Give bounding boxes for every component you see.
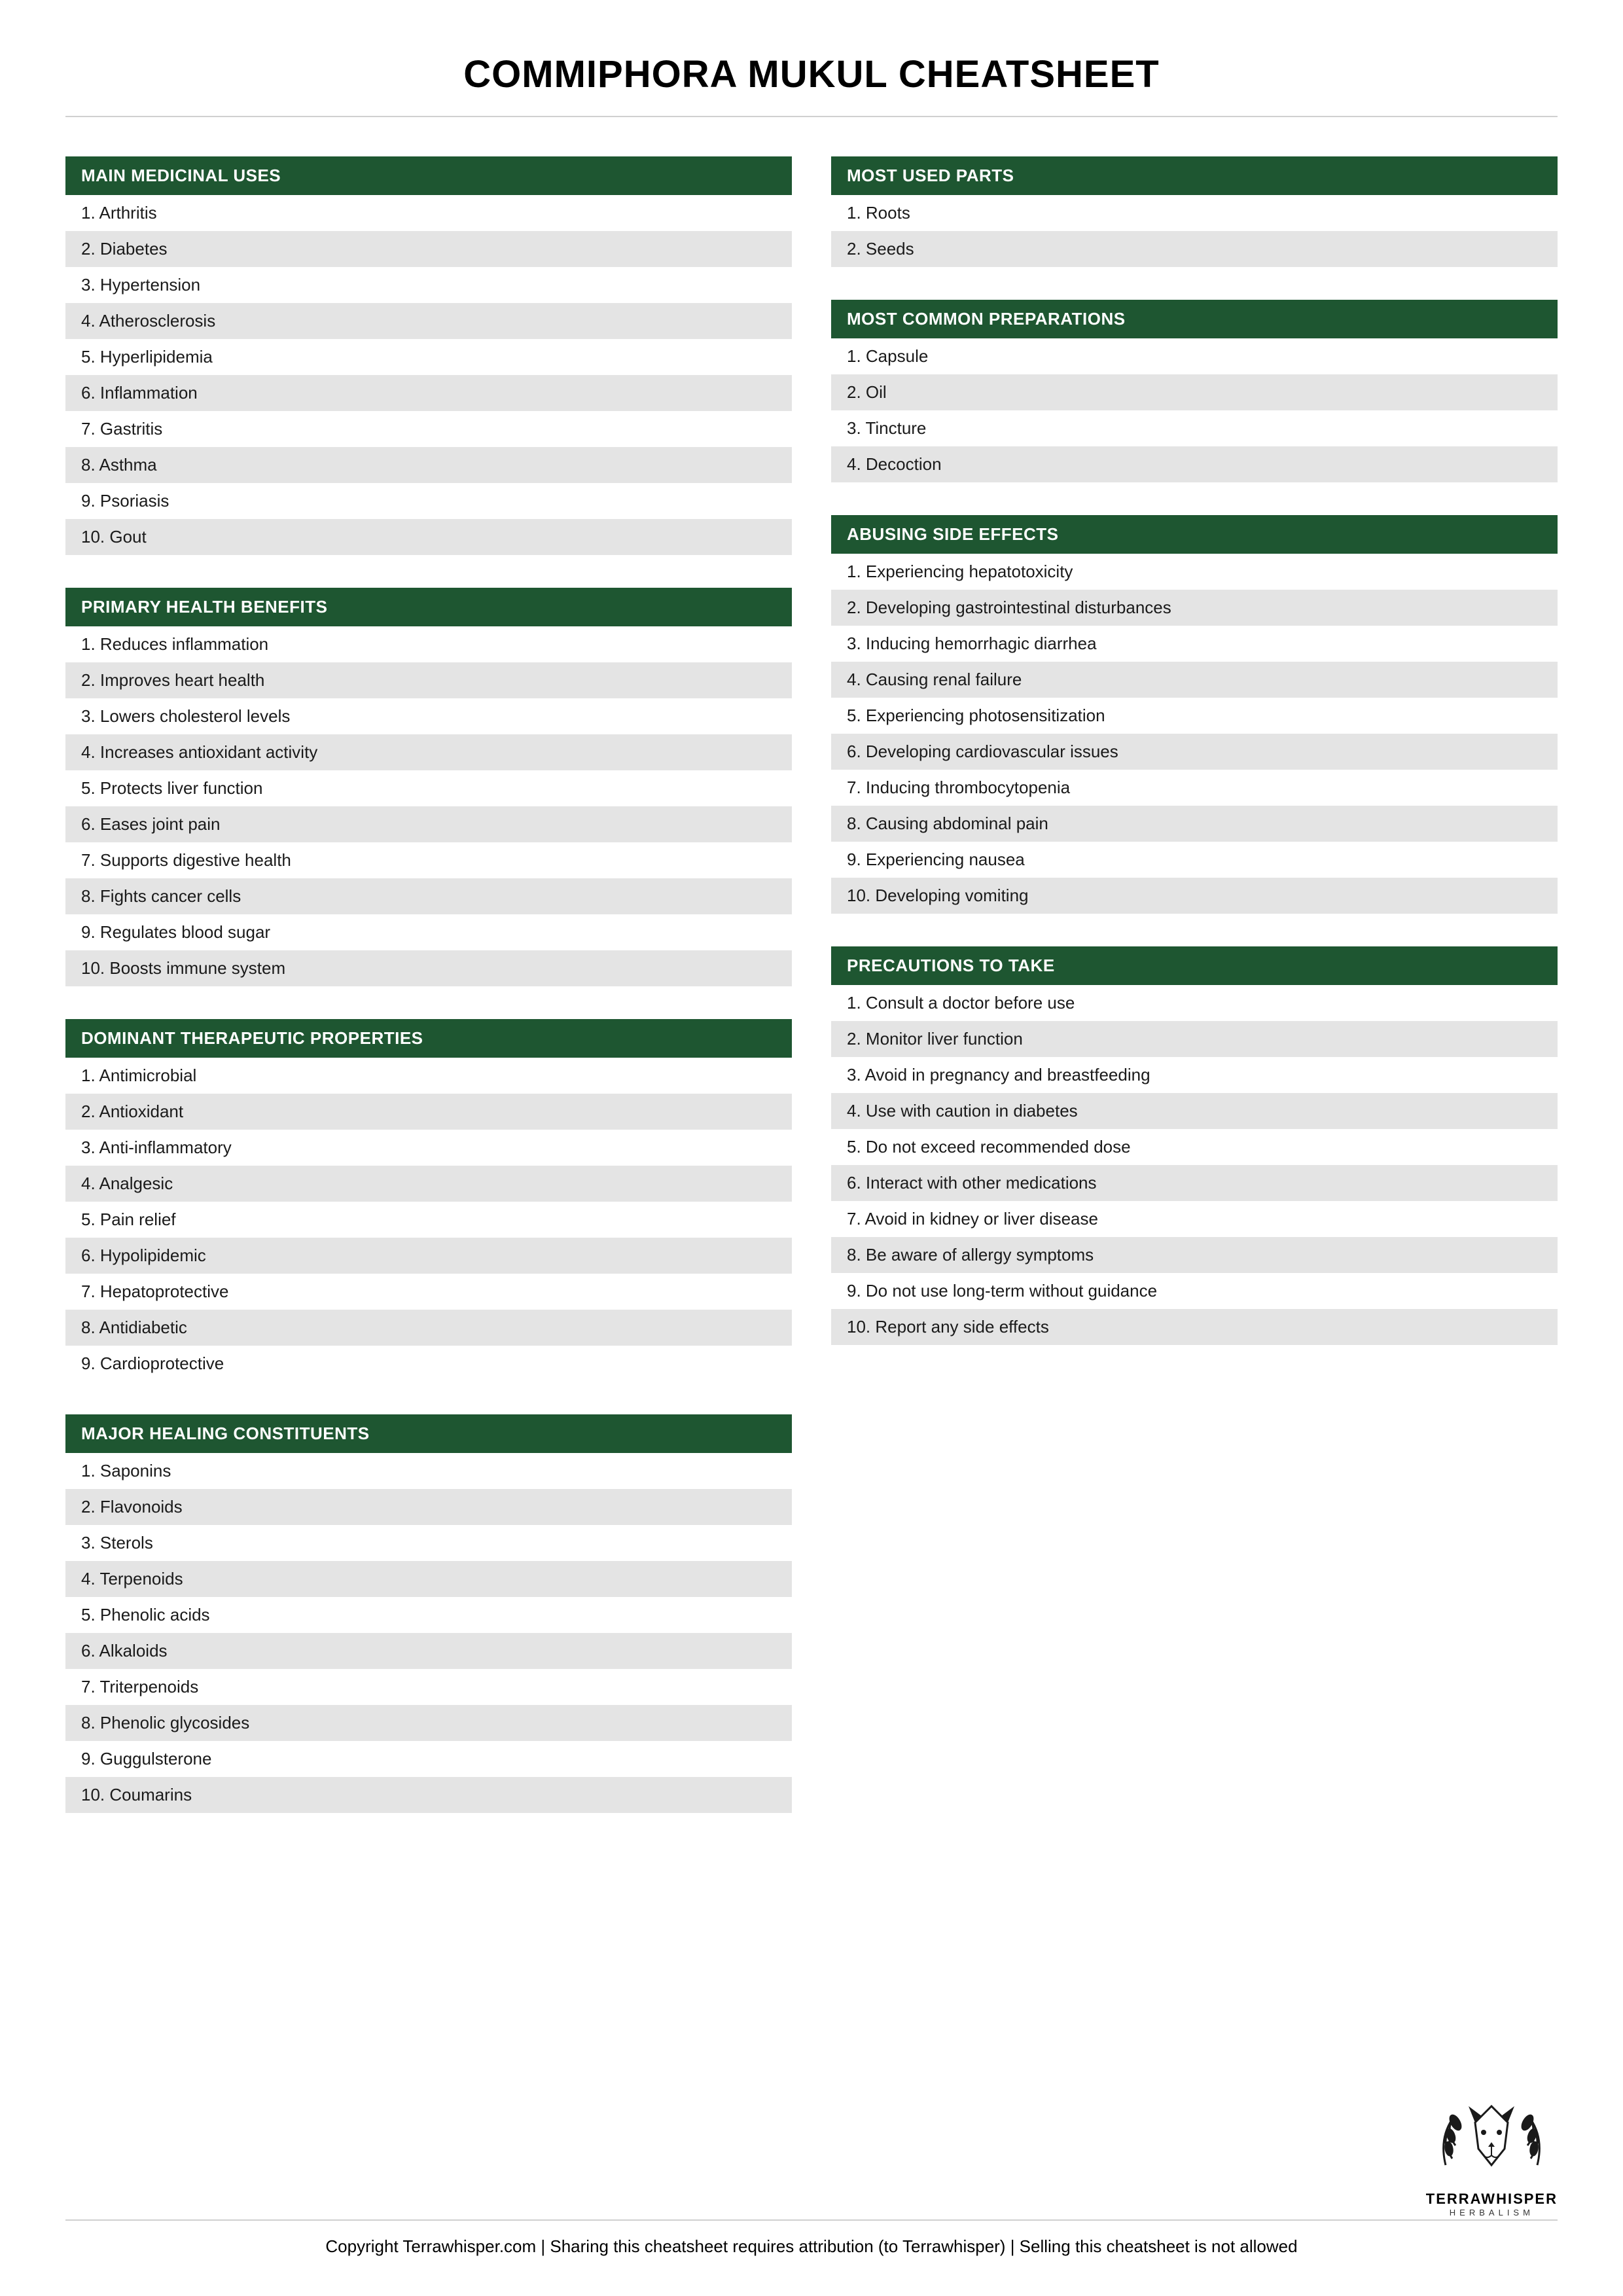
list-item: 6. Inflammation [65, 375, 792, 411]
list-item: 7. Inducing thrombocytopenia [831, 770, 1558, 806]
list-item: 4. Decoction [831, 446, 1558, 482]
list-item: 2. Improves heart health [65, 662, 792, 698]
list-item: 5. Pain relief [65, 1202, 792, 1238]
list-item: 7. Avoid in kidney or liver disease [831, 1201, 1558, 1237]
list-item: 4. Analgesic [65, 1166, 792, 1202]
columns-container: MAIN MEDICINAL USES1. Arthritis2. Diabet… [65, 156, 1558, 2219]
list-item: 9. Regulates blood sugar [65, 914, 792, 950]
list-item: 4. Terpenoids [65, 1561, 792, 1597]
list-item: 2. Seeds [831, 231, 1558, 267]
list-item: 8. Phenolic glycosides [65, 1705, 792, 1741]
list-item: 2. Antioxidant [65, 1094, 792, 1130]
section: MAJOR HEALING CONSTITUENTS1. Saponins2. … [65, 1414, 792, 1813]
logo-subtitle: HERBALISM [1426, 2208, 1558, 2217]
section: MOST USED PARTS1. Roots2. Seeds [831, 156, 1558, 267]
list-item: 2. Flavonoids [65, 1489, 792, 1525]
section: MOST COMMON PREPARATIONS1. Capsule2. Oil… [831, 300, 1558, 482]
list-item: 1. Antimicrobial [65, 1058, 792, 1094]
list-item: 6. Developing cardiovascular issues [831, 734, 1558, 770]
list-item: 1. Capsule [831, 338, 1558, 374]
section: PRECAUTIONS TO TAKE1. Consult a doctor b… [831, 946, 1558, 1345]
fox-laurel-icon [1426, 2087, 1557, 2185]
section-header: MOST COMMON PREPARATIONS [831, 300, 1558, 338]
list-item: 4. Atherosclerosis [65, 303, 792, 339]
page-title: COMMIPHORA MUKUL CHEATSHEET [65, 52, 1558, 117]
list-item: 4. Use with caution in diabetes [831, 1093, 1558, 1129]
list-item: 5. Phenolic acids [65, 1597, 792, 1633]
section-header: MAIN MEDICINAL USES [65, 156, 792, 195]
list-item: 9. Cardioprotective [65, 1346, 792, 1382]
list-item: 1. Arthritis [65, 195, 792, 231]
section-header: MAJOR HEALING CONSTITUENTS [65, 1414, 792, 1453]
list-item: 7. Gastritis [65, 411, 792, 447]
list-item: 6. Hypolipidemic [65, 1238, 792, 1274]
list-item: 10. Gout [65, 519, 792, 555]
list-item: 2. Developing gastrointestinal disturban… [831, 590, 1558, 626]
list-item: 3. Tincture [831, 410, 1558, 446]
footer-text: Copyright Terrawhisper.com | Sharing thi… [65, 2219, 1558, 2257]
list-item: 5. Protects liver function [65, 770, 792, 806]
list-item: 6. Interact with other medications [831, 1165, 1558, 1201]
list-item: 4. Increases antioxidant activity [65, 734, 792, 770]
list-item: 8. Asthma [65, 447, 792, 483]
section-header: PRIMARY HEALTH BENEFITS [65, 588, 792, 626]
list-item: 9. Guggulsterone [65, 1741, 792, 1777]
section: PRIMARY HEALTH BENEFITS1. Reduces inflam… [65, 588, 792, 986]
list-item: 3. Sterols [65, 1525, 792, 1561]
list-item: 10. Developing vomiting [831, 878, 1558, 914]
list-item: 8. Antidiabetic [65, 1310, 792, 1346]
right-column: MOST USED PARTS1. Roots2. Seeds MOST COMM… [831, 156, 1558, 2219]
list-item: 1. Reduces inflammation [65, 626, 792, 662]
logo-name: TERRAWHISPER [1426, 2191, 1558, 2208]
list-item: 9. Do not use long-term without guidance [831, 1273, 1558, 1309]
list-item: 6. Alkaloids [65, 1633, 792, 1669]
list-item: 1. Saponins [65, 1453, 792, 1489]
list-item: 8. Fights cancer cells [65, 878, 792, 914]
list-item: 3. Anti-inflammatory [65, 1130, 792, 1166]
list-item: 2. Diabetes [65, 231, 792, 267]
section-header: MOST USED PARTS [831, 156, 1558, 195]
list-item: 10. Coumarins [65, 1777, 792, 1813]
list-item: 3. Inducing hemorrhagic diarrhea [831, 626, 1558, 662]
list-item: 6. Eases joint pain [65, 806, 792, 842]
section: ABUSING SIDE EFFECTS1. Experiencing hepa… [831, 515, 1558, 914]
list-item: 2. Monitor liver function [831, 1021, 1558, 1057]
list-item: 7. Hepatoprotective [65, 1274, 792, 1310]
list-item: 9. Experiencing nausea [831, 842, 1558, 878]
list-item: 1. Consult a doctor before use [831, 985, 1558, 1021]
section: DOMINANT THERAPEUTIC PROPERTIES1. Antimi… [65, 1019, 792, 1382]
list-item: 7. Supports digestive health [65, 842, 792, 878]
list-item: 3. Avoid in pregnancy and breastfeeding [831, 1057, 1558, 1093]
footer-area: TERRAWHISPER HERBALISM Copyright Terrawh… [65, 2219, 1558, 2257]
list-item: 5. Hyperlipidemia [65, 339, 792, 375]
list-item: 1. Roots [831, 195, 1558, 231]
list-item: 7. Triterpenoids [65, 1669, 792, 1705]
list-item: 2. Oil [831, 374, 1558, 410]
list-item: 4. Causing renal failure [831, 662, 1558, 698]
left-column: MAIN MEDICINAL USES1. Arthritis2. Diabet… [65, 156, 792, 2219]
list-item: 9. Psoriasis [65, 483, 792, 519]
list-item: 10. Boosts immune system [65, 950, 792, 986]
list-item: 5. Experiencing photosensitization [831, 698, 1558, 734]
list-item: 10. Report any side effects [831, 1309, 1558, 1345]
section-header: PRECAUTIONS TO TAKE [831, 946, 1558, 985]
list-item: 3. Lowers cholesterol levels [65, 698, 792, 734]
section: MAIN MEDICINAL USES1. Arthritis2. Diabet… [65, 156, 792, 555]
brand-logo: TERRAWHISPER HERBALISM [1426, 2087, 1558, 2217]
list-item: 1. Experiencing hepatotoxicity [831, 554, 1558, 590]
section-header: ABUSING SIDE EFFECTS [831, 515, 1558, 554]
list-item: 8. Causing abdominal pain [831, 806, 1558, 842]
list-item: 8. Be aware of allergy symptoms [831, 1237, 1558, 1273]
section-header: DOMINANT THERAPEUTIC PROPERTIES [65, 1019, 792, 1058]
list-item: 3. Hypertension [65, 267, 792, 303]
list-item: 5. Do not exceed recommended dose [831, 1129, 1558, 1165]
